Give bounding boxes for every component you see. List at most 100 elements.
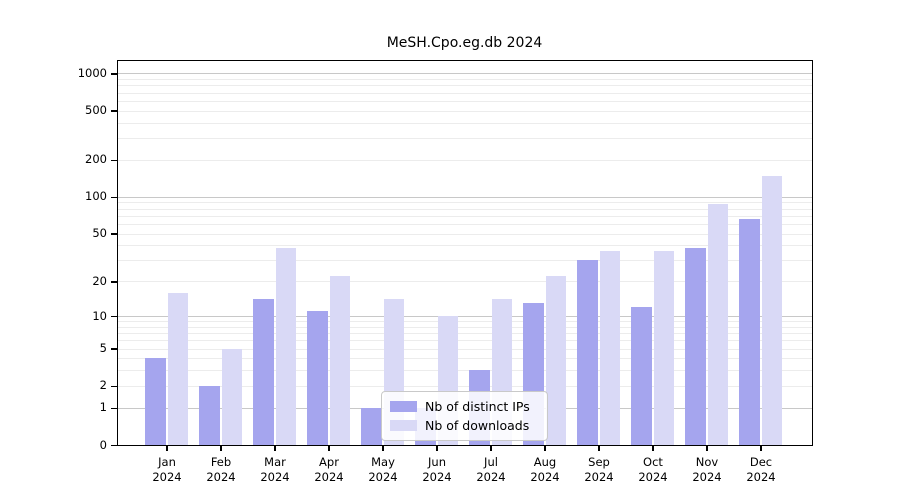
x-tick-label: Feb 2024	[206, 454, 236, 484]
bar-distinct-ips-oct	[631, 307, 652, 445]
x-tick-mark	[490, 445, 492, 451]
x-tick-label: Sep 2024	[584, 454, 614, 484]
x-tick-label: May 2024	[368, 454, 398, 484]
y-tick-label: 1	[99, 400, 107, 415]
x-tick-label: Jun 2024	[422, 454, 452, 484]
minor-gridline	[118, 110, 812, 112]
y-tick-label: 50	[92, 226, 107, 240]
x-tick-mark	[598, 445, 600, 451]
minor-gridline	[118, 333, 812, 335]
x-tick-label: Aug 2024	[530, 454, 560, 484]
legend: Nb of distinct IPs Nb of downloads	[381, 391, 548, 441]
minor-gridline	[118, 138, 812, 139]
y-tick-mark	[111, 159, 117, 161]
minor-gridline	[118, 223, 812, 225]
x-tick-mark	[436, 445, 438, 451]
bar-distinct-ips-dec	[739, 218, 760, 445]
minor-gridline	[118, 340, 812, 342]
plot-area	[117, 60, 813, 446]
y-tick-mark	[111, 385, 117, 388]
y-tick-label: 2	[99, 378, 107, 393]
minor-gridline	[118, 122, 812, 124]
y-tick-label: 500	[85, 103, 107, 118]
x-tick-mark	[220, 445, 222, 451]
y-tick-mark	[111, 233, 117, 235]
minor-gridline	[118, 321, 812, 323]
legend-item-distinct-ips: Nb of distinct IPs	[390, 399, 539, 414]
legend-label-downloads: Nb of downloads	[425, 418, 530, 433]
y-tick-mark	[111, 315, 117, 318]
minor-gridline	[118, 326, 812, 328]
y-tick-label: 100	[85, 189, 107, 204]
bar-distinct-ips-mar	[253, 299, 274, 445]
bar-distinct-ips-feb	[199, 385, 220, 445]
minor-gridline	[118, 85, 812, 87]
minor-gridline	[118, 370, 812, 372]
x-tick-mark	[274, 445, 276, 451]
minor-gridline	[118, 202, 812, 204]
bar-distinct-ips-may	[361, 407, 382, 445]
x-tick-label: Mar 2024	[260, 454, 290, 484]
y-tick-mark	[111, 110, 117, 112]
minor-gridline	[118, 358, 812, 360]
bar-distinct-ips-sep	[577, 260, 598, 445]
x-tick-label: Apr 2024	[314, 454, 344, 484]
major-gridline	[118, 196, 812, 198]
x-tick-mark	[706, 445, 708, 451]
bar-distinct-ips-jan	[145, 358, 166, 445]
bar-distinct-ips-apr	[307, 311, 328, 445]
legend-item-downloads: Nb of downloads	[390, 418, 539, 433]
minor-gridline	[118, 281, 812, 283]
bar-downloads-nov	[707, 204, 728, 445]
y-tick-label: 20	[92, 273, 107, 288]
bar-downloads-sep	[599, 250, 620, 445]
bar-downloads-aug	[545, 276, 566, 445]
y-tick-mark	[111, 407, 117, 409]
minor-gridline	[118, 245, 812, 247]
minor-gridline	[118, 79, 812, 80]
bar-downloads-jan	[167, 292, 188, 445]
minor-gridline	[118, 385, 812, 387]
x-tick-label: Dec 2024	[746, 454, 776, 484]
x-tick-mark	[652, 445, 654, 451]
x-tick-label: Oct 2024	[638, 454, 668, 484]
y-tick-label: 5	[99, 341, 107, 356]
bar-downloads-oct	[653, 250, 674, 445]
y-tick-label: 200	[85, 152, 107, 167]
minor-gridline	[118, 100, 812, 102]
bar-downloads-feb	[221, 348, 242, 445]
minor-gridline	[118, 208, 812, 210]
bar-downloads-apr	[329, 276, 350, 445]
y-tick-label: 10	[92, 308, 107, 323]
minor-gridline	[118, 260, 812, 262]
x-tick-mark	[760, 445, 762, 451]
chart-title: MeSH.Cpo.eg.db 2024	[386, 35, 543, 51]
y-tick-label: 0	[99, 437, 107, 452]
legend-swatch-distinct-ips	[390, 401, 417, 412]
y-tick-mark	[111, 348, 117, 350]
x-tick-mark	[544, 445, 546, 451]
x-tick-label: Jan 2024	[152, 454, 182, 484]
x-tick-label: Jul 2024	[476, 454, 506, 484]
minor-gridline	[118, 215, 812, 217]
x-tick-mark	[328, 445, 330, 451]
minor-gridline	[118, 159, 812, 161]
x-tick-mark	[166, 445, 168, 451]
major-gridline	[118, 73, 812, 75]
y-tick-mark	[111, 281, 117, 283]
y-tick-mark	[111, 444, 117, 447]
x-tick-label: Nov 2024	[692, 454, 722, 484]
minor-gridline	[118, 233, 812, 235]
minor-gridline	[118, 92, 812, 94]
legend-swatch-downloads	[390, 420, 417, 431]
y-tick-mark	[111, 73, 117, 75]
bar-downloads-dec	[761, 175, 782, 445]
x-tick-mark	[382, 445, 384, 451]
legend-label-distinct-ips: Nb of distinct IPs	[425, 399, 530, 414]
major-gridline	[118, 316, 812, 317]
bar-distinct-ips-nov	[685, 247, 706, 445]
minor-gridline	[118, 348, 812, 350]
y-tick-mark	[111, 196, 117, 198]
y-tick-label: 1000	[77, 65, 107, 80]
